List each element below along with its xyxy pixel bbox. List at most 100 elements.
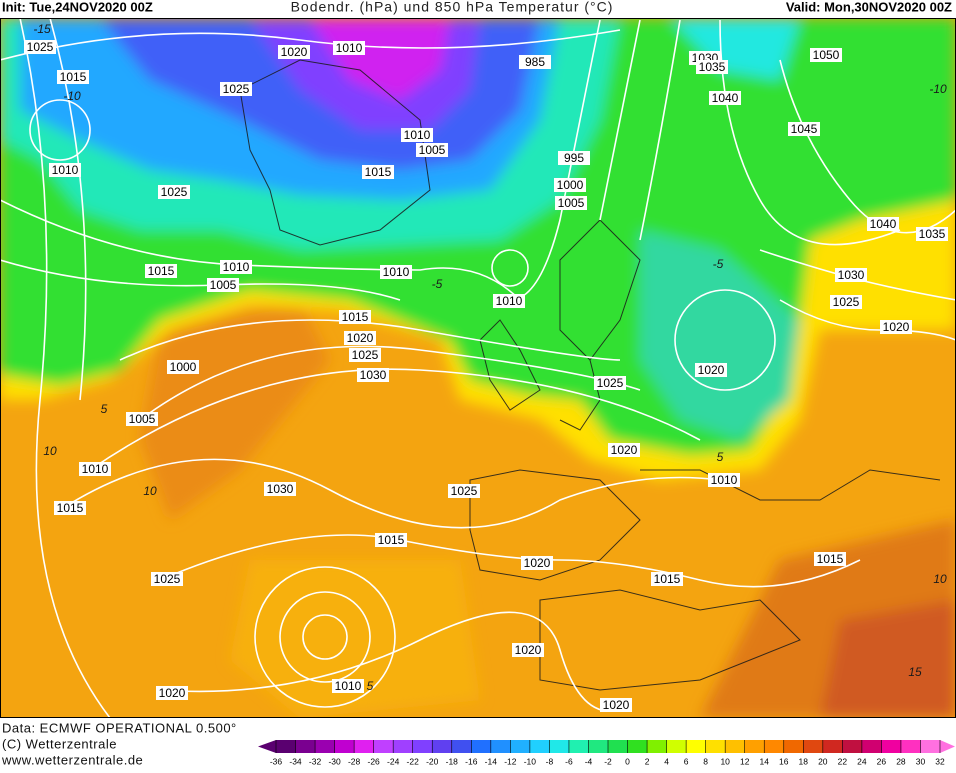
colorbar-swatch — [647, 740, 668, 753]
isobar-label-box — [79, 462, 111, 476]
colorbar-label: -20 — [426, 756, 439, 766]
colorbar-label: -16 — [465, 756, 478, 766]
isobar-label-box — [57, 70, 89, 84]
temperature-label: 10 — [143, 484, 157, 498]
temperature-label: 15 — [908, 665, 922, 679]
colorbar-swatch — [373, 740, 394, 753]
isobar-label-box — [156, 686, 188, 700]
isobar-label: 1025 — [451, 484, 478, 498]
isobar-label-box — [554, 178, 586, 192]
temperature-label: -10 — [929, 82, 947, 96]
isobar-label-box — [830, 295, 862, 309]
isobar-label-box — [339, 310, 371, 324]
isobar-label: 1015 — [57, 501, 84, 515]
colorbar-label: -18 — [446, 756, 459, 766]
isobar-label: 1020 — [347, 331, 374, 345]
valid-time: Valid: Mon,30NOV2020 00Z — [786, 0, 952, 14]
isobar-label: 1010 — [404, 128, 431, 142]
isobar-label-box — [835, 268, 867, 282]
isobar-label-box — [375, 533, 407, 547]
colorbar-swatch — [608, 740, 629, 753]
isobar-label: 1025 — [597, 376, 624, 390]
colorbar-label: -12 — [504, 756, 517, 766]
isobar-label-box — [401, 128, 433, 142]
colorbar-swatch — [861, 740, 882, 753]
colorbar-swatch — [490, 740, 511, 753]
colorbar-label: 4 — [664, 756, 669, 766]
isobar-label: 1000 — [170, 360, 197, 374]
isobar-label: 1020 — [698, 363, 725, 377]
website: www.wetterzentrale.de — [1, 752, 143, 767]
isobar-label: 1000 — [557, 178, 584, 192]
colorbar-swatch — [432, 740, 453, 753]
colorbar-label: 2 — [645, 756, 650, 766]
isobar-label-box — [867, 217, 899, 231]
isobar-label: 1025 — [223, 82, 250, 96]
isobar-label: 985 — [525, 55, 545, 69]
isobar-label-box — [151, 572, 183, 586]
isobar-label-box — [600, 698, 632, 712]
colorbar-label: -10 — [524, 756, 537, 766]
colorbar-arrow-right — [940, 740, 955, 753]
temperature-label: -5 — [432, 277, 443, 291]
isobar-label: 1020 — [611, 443, 638, 457]
colorbar-label: 16 — [779, 756, 789, 766]
isobar-label: 1035 — [919, 227, 946, 241]
colorbar-label: -4 — [585, 756, 593, 766]
isobar-label: 1050 — [813, 48, 840, 62]
isobar-label-box — [448, 484, 480, 498]
isobar-label-box — [49, 163, 81, 177]
colorbar-swatch — [666, 740, 687, 753]
colorbar-label: -28 — [348, 756, 361, 766]
colorbar-label: -24 — [387, 756, 400, 766]
colorbar-label: -8 — [546, 756, 554, 766]
isobar-label-box — [916, 227, 948, 241]
colorbar-label: 28 — [896, 756, 906, 766]
isobar-label-box — [555, 196, 587, 210]
colorbar-label: -30 — [328, 756, 341, 766]
isobar-label-box — [126, 412, 158, 426]
colorbar-swatch — [920, 740, 941, 753]
colorbar-swatch — [686, 740, 707, 753]
isobar-label: 1025 — [352, 348, 379, 362]
isobar-label: 1030 — [267, 482, 294, 496]
isobar-label-box — [558, 151, 590, 165]
colorbar-swatch — [705, 740, 726, 753]
isobar-label-box — [24, 40, 56, 54]
colorbar-swatch — [393, 740, 414, 753]
isobar-label: 1035 — [699, 60, 726, 74]
temperature-label: 5 — [101, 402, 108, 416]
colorbar-label: 12 — [740, 756, 750, 766]
isobar-label: 1020 — [524, 556, 551, 570]
isobar-label: 1015 — [60, 70, 87, 84]
isobar-label: 1025 — [161, 185, 188, 199]
isobar-label-box — [207, 278, 239, 292]
isobar-label-box — [362, 165, 394, 179]
isobar-label: 1005 — [558, 196, 585, 210]
isobar-label: 1040 — [712, 91, 739, 105]
colorbar: -36 -34 -32 -30 -28 -26 -24 -22 -20 -18 -16 -14 -12-… — [258, 740, 955, 766]
colorbar-label: -22 — [407, 756, 420, 766]
isobar-label: 1010 — [336, 41, 363, 55]
isobar-label-box — [332, 679, 364, 693]
colorbar-swatch — [568, 740, 589, 753]
isobar-label-box — [416, 143, 448, 157]
isobar-label-box — [608, 443, 640, 457]
isobar-label: 1040 — [870, 217, 897, 231]
isobar-label: 1025 — [833, 295, 860, 309]
isobar-label-box — [651, 572, 683, 586]
isobar-label-box — [167, 360, 199, 374]
isobar-label: 1025 — [27, 40, 54, 54]
isobar-label: 1030 — [838, 268, 865, 282]
colorbar-swatch — [588, 740, 609, 753]
isobar-label-box — [788, 122, 820, 136]
colorbar-label: -26 — [367, 756, 380, 766]
isobar-label-box — [709, 91, 741, 105]
isobar-label-box — [158, 185, 190, 199]
colorbar-label: 20 — [818, 756, 828, 766]
isobar-label-box — [278, 45, 310, 59]
isobar-label-box — [708, 473, 740, 487]
colorbar-label: -34 — [289, 756, 302, 766]
colorbar-swatch — [549, 740, 570, 753]
